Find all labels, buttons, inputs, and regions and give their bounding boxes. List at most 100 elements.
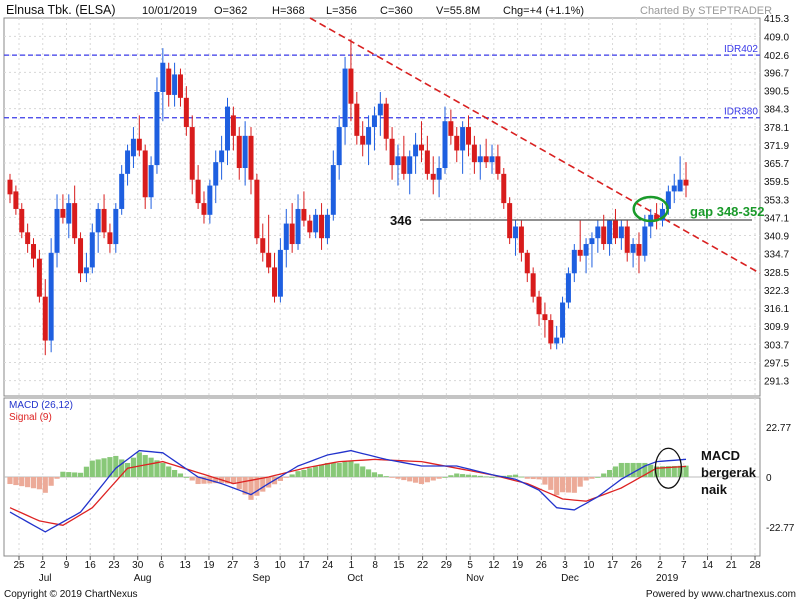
- macd-histogram-bar: [548, 477, 554, 490]
- candle-body: [25, 232, 31, 245]
- month-label: Aug: [134, 573, 152, 584]
- macd-histogram-bar: [148, 457, 154, 477]
- candle-body: [642, 226, 648, 256]
- macd-histogram-bar: [612, 466, 619, 477]
- header-date: 10/01/2019: [142, 5, 197, 17]
- candle-body: [589, 238, 595, 245]
- candle-body: [671, 185, 677, 192]
- time-tick-label: 17: [298, 560, 310, 571]
- macd-histogram-bar: [471, 475, 477, 477]
- time-tick-label: 19: [203, 560, 215, 571]
- macd-histogram-bar: [413, 477, 419, 483]
- candle-body: [618, 226, 624, 239]
- price-tick-label: 347.1: [764, 213, 789, 224]
- macd-histogram-bar: [360, 466, 366, 477]
- macd-histogram-bar: [201, 477, 207, 484]
- downtrend-line: [309, 17, 761, 274]
- time-tick-label: 3: [562, 560, 568, 571]
- macd-histogram-bar: [371, 472, 378, 477]
- price-tick-label: 309.9: [764, 322, 789, 333]
- macd-histogram-bar: [30, 477, 37, 489]
- header-volume: V=55.8M: [436, 5, 480, 17]
- candle-body: [489, 156, 495, 163]
- macd-histogram-bar: [89, 460, 95, 477]
- price-tick-label: 353.3: [764, 195, 789, 206]
- price-tick-label: 365.7: [764, 159, 789, 170]
- macd-histogram-bar: [154, 460, 160, 477]
- time-tick-label: 15: [393, 560, 405, 571]
- time-tick-label: 3: [254, 560, 260, 571]
- price-tick-label: 415.3: [764, 14, 789, 25]
- macd-histogram-bar: [166, 466, 172, 477]
- time-tick-label: 26: [631, 560, 643, 571]
- macd-histogram-bar: [142, 455, 148, 477]
- candle-body: [201, 203, 207, 215]
- time-tick-label: 23: [108, 560, 120, 571]
- candle-body: [659, 208, 665, 221]
- price-level-lines: IDR402 IDR380 346: [4, 17, 761, 274]
- macd-tick-label: -22.77: [766, 523, 795, 534]
- candle-body: [242, 135, 248, 169]
- candle-body: [571, 249, 577, 274]
- macd-histogram-bar: [683, 465, 689, 477]
- candle-body: [213, 162, 219, 186]
- macd-histogram-bar: [618, 462, 624, 477]
- macd-histogram-bar: [83, 466, 90, 477]
- price-tick-label: 371.9: [764, 141, 789, 152]
- macd-histogram-bar: [295, 471, 301, 477]
- time-tick-label: 26: [536, 560, 548, 571]
- candle-body: [542, 314, 548, 321]
- ticker-title: Elnusa Tbk. (ELSA): [6, 3, 116, 17]
- candle-body: [483, 156, 489, 163]
- time-tick-label: 29: [441, 560, 453, 571]
- macd-histogram-bar: [48, 477, 54, 486]
- candle-body: [554, 337, 560, 344]
- candle-body: [524, 252, 530, 274]
- macd-histogram-bar: [25, 477, 31, 488]
- macd-histogram-bar: [430, 477, 436, 481]
- macd-histogram-bar: [571, 477, 577, 493]
- candle-body: [119, 173, 125, 209]
- macd-histogram-bar: [401, 477, 407, 481]
- macd-histogram-bar: [442, 477, 448, 478]
- candle-body: [130, 138, 136, 157]
- candle-body: [354, 103, 360, 136]
- macd-histogram-bar: [195, 477, 201, 485]
- macd-histogram-bar: [436, 477, 442, 479]
- candle-body: [636, 244, 642, 256]
- time-tick-label: 10: [275, 560, 287, 571]
- price-tick-label: 303.7: [764, 340, 789, 351]
- macd-histogram-bar: [277, 477, 283, 481]
- macd-histogram-bar: [512, 474, 519, 477]
- macd-histogram-bar: [659, 466, 666, 477]
- time-tick-label: 28: [749, 560, 761, 571]
- macd-histogram-bar: [66, 472, 72, 477]
- macd-histogram-bar: [377, 474, 383, 477]
- macd-histogram-bar: [389, 477, 395, 478]
- macd-histogram-bar: [119, 459, 125, 477]
- candle-body: [336, 127, 342, 166]
- candle-body: [154, 91, 160, 166]
- macd-histogram-bar: [448, 475, 454, 477]
- header-low: L=356: [326, 5, 357, 17]
- price-tick-label: 402.6: [764, 51, 789, 62]
- macd-histogram-bar: [483, 476, 489, 478]
- time-tick-label: 17: [607, 560, 619, 571]
- price-tick-label: 384.3: [764, 105, 789, 116]
- time-tick-label: 19: [512, 560, 524, 571]
- macd-histogram-bar: [677, 465, 683, 477]
- candle-body: [389, 138, 395, 166]
- candle-body: [72, 203, 78, 239]
- candle-body: [471, 144, 477, 163]
- macd-histogram-bar: [324, 462, 331, 477]
- price-tick-label: 340.9: [764, 232, 789, 243]
- macd-histogram-bar: [101, 458, 107, 477]
- macd-histogram-bar: [407, 477, 413, 482]
- time-tick-label: 14: [702, 560, 714, 571]
- candle-body: [665, 191, 671, 209]
- macd-histogram-bar: [424, 477, 430, 483]
- candle-body: [595, 226, 601, 239]
- macd-histogram-bar: [36, 477, 42, 490]
- candle-body: [107, 232, 113, 245]
- time-tick-label: 2: [657, 560, 663, 571]
